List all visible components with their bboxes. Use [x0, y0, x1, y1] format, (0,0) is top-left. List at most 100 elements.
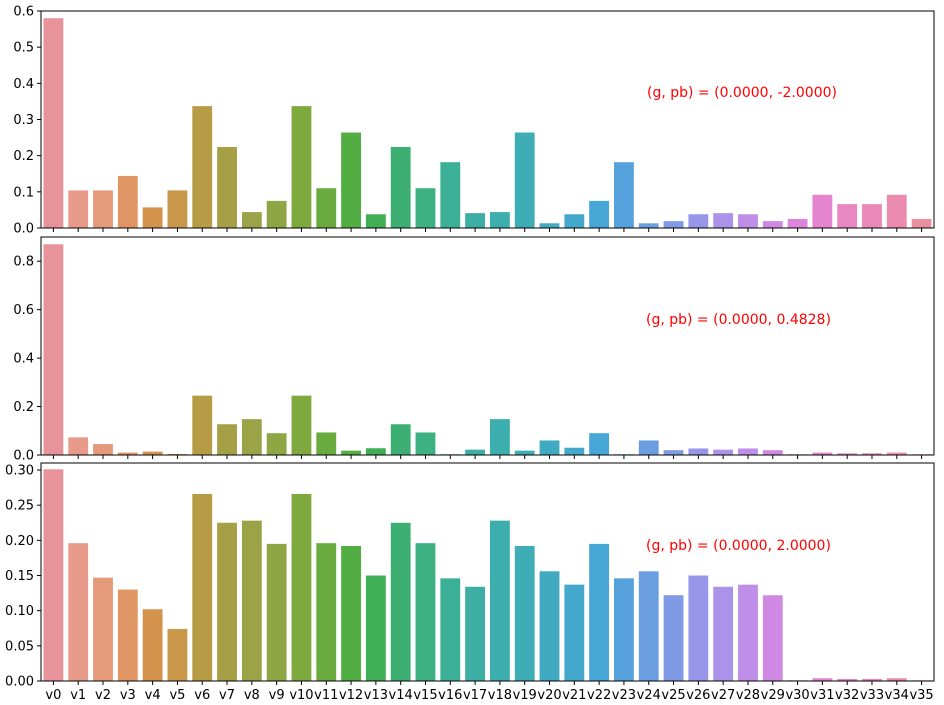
- bar-v24: [638, 571, 659, 681]
- y-tick-label: 0.20: [5, 534, 34, 549]
- x-tick-label: v30: [785, 688, 809, 703]
- bar-v19: [514, 545, 535, 681]
- bar-v24: [638, 440, 659, 455]
- bar-v19: [514, 132, 535, 228]
- y-tick-label: 0.6: [13, 5, 34, 20]
- bar-v3: [117, 589, 138, 681]
- x-tick-label: v34: [885, 688, 909, 703]
- axes-frame: [40, 462, 935, 682]
- bar-v28: [738, 584, 758, 681]
- bar-v31: [812, 194, 833, 228]
- x-tick-label: v5: [169, 688, 185, 703]
- x-tick-label: v11: [314, 688, 338, 703]
- bar-v33: [862, 204, 882, 228]
- y-tick-label: 0.3: [13, 113, 34, 128]
- bar-v28: [738, 448, 758, 455]
- x-tick-label: v31: [810, 688, 834, 703]
- bar-v15: [415, 543, 436, 681]
- bar-v5: [167, 628, 188, 681]
- y-tick-label: 0.4: [13, 77, 34, 92]
- bar-v11: [316, 543, 337, 681]
- annotation-text: (g, pb) = (0.0000, -2.0000): [647, 85, 837, 101]
- bar-v22: [589, 200, 610, 229]
- bar-v17: [465, 213, 486, 228]
- bar-v22: [589, 433, 610, 455]
- x-tick-label: v20: [537, 688, 561, 703]
- y-tick-label: 0.25: [5, 499, 34, 514]
- bar-v32: [837, 453, 858, 455]
- bar-v12: [341, 450, 361, 455]
- bar-v27: [713, 586, 734, 681]
- bar-v14: [390, 424, 411, 455]
- x-tick-label: v2: [95, 688, 111, 703]
- bar-v22: [589, 543, 610, 681]
- bar-v10: [291, 395, 312, 455]
- bar-v34: [886, 678, 907, 681]
- y-tick-label: 0.4: [13, 352, 34, 367]
- x-tick-label: v17: [463, 688, 487, 703]
- x-tick-label: v9: [269, 688, 285, 703]
- bar-v29: [762, 450, 783, 455]
- bar-v6: [192, 395, 213, 455]
- bar-v9: [266, 543, 287, 681]
- x-tick-label: v0: [45, 688, 61, 703]
- bar-v30: [787, 218, 808, 228]
- y-tick-label: 0.2: [13, 400, 34, 415]
- x-tick-label: v21: [562, 688, 586, 703]
- y-tick-label: 0.05: [5, 639, 34, 654]
- bar-v2: [93, 444, 113, 455]
- bar-v15: [415, 432, 436, 455]
- y-tick-label: 0.2: [13, 149, 34, 164]
- bar-v14: [390, 522, 411, 681]
- bar-v35: [911, 218, 932, 228]
- bar-v7: [217, 522, 237, 681]
- bar-v29: [762, 221, 783, 228]
- bar-v8: [241, 520, 262, 681]
- x-tick-label: v22: [587, 688, 611, 703]
- bar-v0: [43, 244, 64, 455]
- bar-v29: [762, 595, 783, 681]
- bar-v27: [713, 449, 734, 455]
- x-tick-label: v28: [736, 688, 760, 703]
- bar-v4: [142, 207, 163, 228]
- bar-v13: [365, 214, 386, 228]
- bar-v1: [68, 437, 89, 455]
- bar-v13: [365, 575, 386, 681]
- bar-v1: [68, 543, 89, 681]
- bar-v20: [539, 223, 560, 228]
- bar-v23: [614, 578, 634, 681]
- bar-v15: [415, 188, 436, 228]
- bar-v3: [117, 175, 138, 228]
- bar-v31: [812, 678, 833, 681]
- y-tick-label: 0.8: [13, 255, 34, 270]
- bar-v23: [614, 162, 634, 228]
- bar-v11: [316, 188, 337, 228]
- bar-v28: [738, 214, 758, 228]
- y-tick-label: 0.00: [5, 675, 34, 690]
- bar-v8: [241, 212, 262, 228]
- bar-v9: [266, 433, 287, 455]
- bar-v8: [241, 419, 262, 455]
- bar-v25: [663, 221, 684, 228]
- bar-v32: [837, 204, 858, 228]
- annotation-text: (g, pb) = (0.0000, 2.0000): [646, 538, 831, 554]
- bar-v33: [862, 678, 882, 681]
- x-tick-label: v6: [194, 688, 210, 703]
- bar-v31: [812, 452, 833, 455]
- bar-v10: [291, 493, 312, 681]
- bar-v1: [68, 190, 89, 228]
- x-tick-label: v23: [612, 688, 636, 703]
- bar-v17: [465, 586, 486, 681]
- bar-v21: [564, 447, 585, 455]
- bar-v3: [117, 452, 138, 455]
- bar-v19: [514, 450, 535, 455]
- bar-v7: [217, 424, 237, 455]
- bar-v4: [142, 451, 163, 455]
- bar-v14: [390, 146, 411, 228]
- bar-v2: [93, 577, 113, 681]
- x-tick-label: v4: [145, 688, 161, 703]
- x-tick-label: v15: [413, 688, 437, 703]
- bar-v18: [489, 419, 510, 455]
- bar-v0: [43, 18, 64, 229]
- x-tick-label: v26: [686, 688, 710, 703]
